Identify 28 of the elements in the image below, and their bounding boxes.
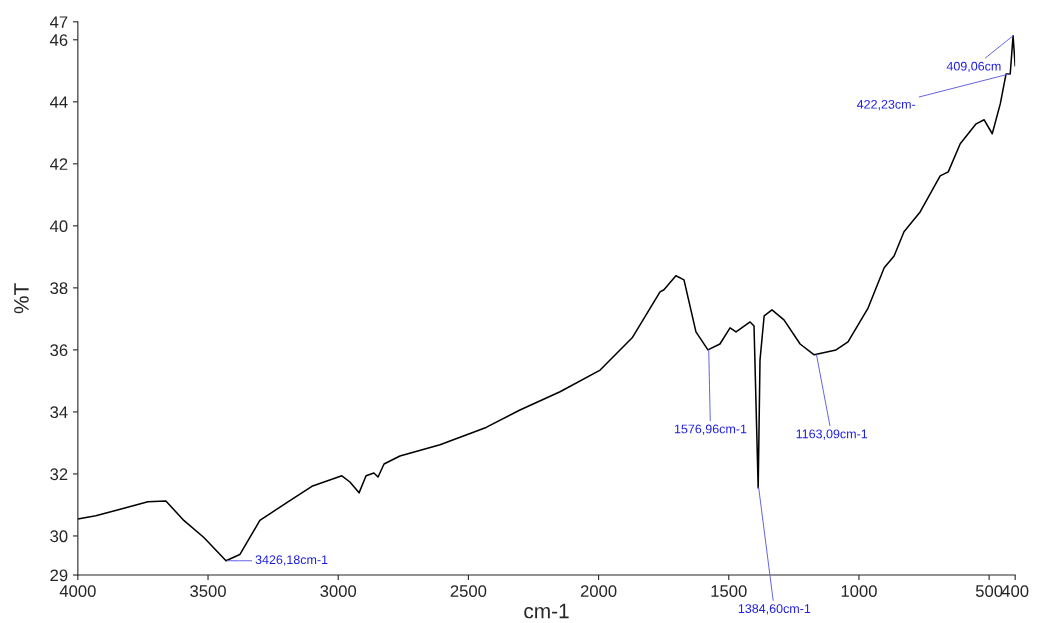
x-tick-label: 2000 <box>580 585 617 597</box>
x-tick-label: 500 <box>975 585 1003 597</box>
y-tick-label: 44 <box>49 96 68 108</box>
x-axis-title: cm-1 <box>524 603 569 619</box>
x-tick-label: 1500 <box>711 585 747 597</box>
x-tick-label: 1000 <box>841 585 877 597</box>
y-tick-label: 46 <box>49 34 68 46</box>
y-tick-label: 36 <box>50 344 68 357</box>
y-tick-label: 42 <box>49 158 68 170</box>
annotation: 1384,60cm-1 <box>738 604 811 615</box>
annotation: 1163,09cm-1 <box>796 429 868 440</box>
x-tick-label: 2500 <box>450 585 487 597</box>
annotation: 3426,18cm-1 <box>255 555 328 566</box>
y-tick-label: 40 <box>49 220 68 233</box>
annotation: 422,23cm- <box>856 99 916 111</box>
x-tick-label: 400 <box>1001 585 1029 597</box>
y-tick-label: 30 <box>50 530 68 543</box>
y-tick-label: 32 <box>50 468 68 481</box>
x-tick-label: 3500 <box>190 585 226 597</box>
y-tick-label: 29 <box>50 569 68 582</box>
y-tick-label: 47 <box>49 16 68 28</box>
y-tick-label: 34 <box>50 406 68 419</box>
x-tick-label: 3000 <box>320 585 357 597</box>
y-axis-title: %T <box>14 283 29 314</box>
annotation: 409,06cm <box>946 61 1001 73</box>
y-tick-label: 38 <box>50 282 68 295</box>
x-tick-label: 4000 <box>59 585 96 597</box>
annotation: 1576,96cm-1 <box>674 424 747 435</box>
